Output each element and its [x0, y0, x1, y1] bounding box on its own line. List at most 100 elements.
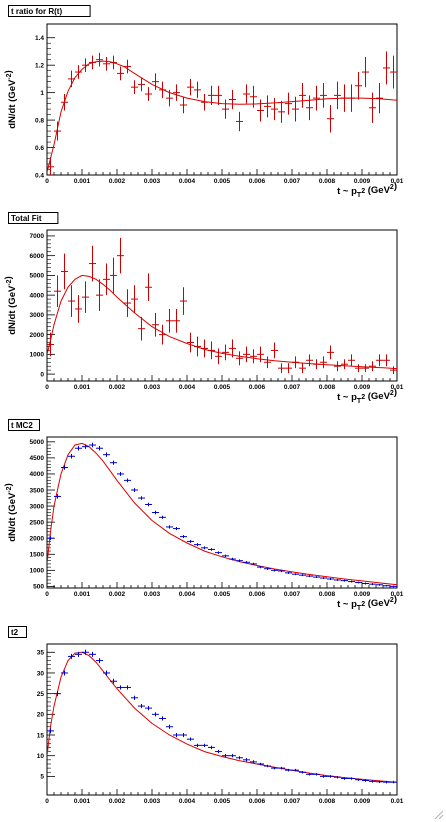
data-point — [383, 584, 390, 587]
resize-grip-icon[interactable] — [434, 810, 444, 820]
x-tick-label: 0.004 — [179, 591, 196, 598]
data-point — [201, 94, 208, 111]
data-point — [117, 66, 124, 81]
x-tick-label: 0.009 — [354, 384, 371, 391]
x-tick-label: 0.008 — [319, 384, 336, 391]
data-point — [208, 85, 215, 105]
fit-curve — [47, 442, 397, 586]
chart-panel-4: t2 0 0.001 0.002 0.003 0.004 0.005 0.006 0.007 0.… — [8, 626, 404, 805]
fit-curve — [47, 60, 397, 173]
data-point — [152, 73, 159, 90]
data-point — [306, 575, 313, 578]
data-point — [320, 83, 327, 108]
data-point — [390, 366, 397, 375]
data-point — [61, 253, 68, 290]
data-point — [68, 653, 75, 659]
x-tick-label: 0.008 — [319, 178, 336, 185]
data-point — [285, 363, 292, 374]
data-point — [215, 749, 222, 754]
y-tick-label: 3500 — [30, 487, 45, 494]
data-point — [208, 745, 215, 750]
x-tick-label: 0.006 — [249, 798, 266, 805]
data-point — [390, 780, 397, 784]
data-point — [96, 445, 103, 451]
y-tick-label: 1500 — [30, 552, 45, 559]
data-point — [306, 773, 313, 776]
data-point — [327, 104, 334, 133]
data-point — [194, 81, 201, 99]
x-tick-label: 0.002 — [109, 591, 126, 598]
y-tick-label: 25 — [37, 691, 45, 698]
y-tick-label: 1000 — [30, 568, 45, 575]
y-tick-label: 20 — [37, 712, 45, 719]
x-tick-label: 0.003 — [144, 384, 161, 391]
data-point — [222, 99, 229, 119]
plot-frame — [46, 436, 398, 589]
data-point — [145, 87, 152, 101]
data-point — [292, 356, 299, 369]
x-tick-label: 0.001 — [74, 591, 91, 598]
data-point — [376, 780, 383, 784]
data-point — [341, 777, 348, 780]
data-point — [271, 569, 278, 572]
data-point — [110, 460, 117, 465]
data-point — [159, 716, 166, 721]
chart-title: t ratio for R(t) — [11, 7, 62, 16]
data-point — [208, 548, 215, 551]
data-point — [54, 494, 61, 499]
y-tick-label: 0.4 — [35, 172, 44, 179]
x-tick-label: 0.001 — [74, 384, 91, 391]
data-point — [257, 346, 264, 363]
data-point — [376, 83, 383, 114]
data-point — [383, 51, 390, 85]
data-point — [243, 561, 250, 564]
chart-title-box: t2 — [8, 626, 27, 638]
data-point — [236, 351, 243, 366]
x-tick-label: 0 — [45, 798, 49, 805]
data-point — [124, 685, 131, 690]
y-tick-label: 2500 — [30, 519, 45, 526]
data-point — [320, 577, 327, 580]
x-tick-label: 0.003 — [144, 591, 161, 598]
y-tick-label: 5 — [40, 774, 44, 781]
y-axis-title: dN/dt (GeV-2) — [3, 276, 18, 335]
y-axis-title: dN/dt (GeV-2) — [3, 483, 18, 542]
data-point — [117, 237, 124, 274]
chart-title-box: t ratio for R(t) — [8, 5, 91, 17]
data-point — [75, 651, 82, 657]
data-point — [236, 756, 243, 760]
data-point — [313, 773, 320, 776]
data-point — [187, 332, 194, 353]
chart-title: Total Fit — [11, 214, 42, 223]
data-point — [96, 279, 103, 311]
data-point — [82, 649, 89, 655]
data-point — [194, 543, 201, 547]
x-tick-label: 0.01 — [391, 384, 404, 391]
data-point — [110, 678, 117, 684]
data-point — [327, 345, 334, 360]
data-point — [68, 454, 75, 459]
data-point — [180, 96, 187, 114]
data-point — [117, 472, 124, 476]
data-point — [103, 452, 110, 457]
chart-panel-2: Total Fit 0 0.001 0.002 0.003 0.004 0.005 0.006… — [3, 212, 404, 405]
data-point — [215, 85, 222, 105]
y-tick-label: 1.2 — [35, 62, 44, 69]
x-tick-label: 0.009 — [354, 178, 371, 185]
data-point — [313, 576, 320, 579]
x-tick-label: 0.007 — [284, 591, 301, 598]
data-point — [187, 539, 194, 543]
data-point — [47, 728, 54, 734]
y-tick-label: 5000 — [30, 439, 45, 446]
data-point — [264, 567, 271, 570]
data-point — [257, 565, 264, 569]
y-tick-label: 1000 — [30, 352, 45, 359]
data-point — [243, 84, 250, 104]
data-point — [96, 52, 103, 67]
data-point — [334, 775, 341, 779]
data-point — [145, 706, 152, 711]
data-point — [61, 670, 68, 676]
data-point — [194, 336, 201, 357]
data-point — [222, 754, 229, 758]
data-point — [362, 582, 369, 585]
